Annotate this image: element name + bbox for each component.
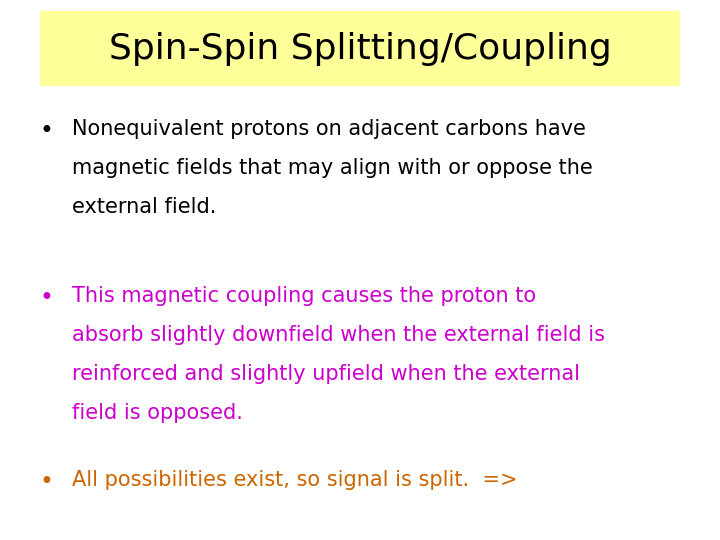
Text: Nonequivalent protons on adjacent carbons have: Nonequivalent protons on adjacent carbon… — [72, 119, 586, 139]
Text: •: • — [40, 286, 53, 310]
Text: Spin-Spin Splitting/Coupling: Spin-Spin Splitting/Coupling — [109, 32, 611, 65]
Text: •: • — [40, 470, 53, 494]
Text: absorb slightly downfield when the external field is: absorb slightly downfield when the exter… — [72, 325, 605, 345]
Text: All possibilities exist, so signal is split.  =>: All possibilities exist, so signal is sp… — [72, 470, 518, 490]
Text: external field.: external field. — [72, 197, 217, 217]
Text: magnetic fields that may align with or oppose the: magnetic fields that may align with or o… — [72, 158, 593, 178]
FancyBboxPatch shape — [40, 11, 680, 86]
Text: reinforced and slightly upfield when the external: reinforced and slightly upfield when the… — [72, 364, 580, 384]
Text: •: • — [40, 119, 53, 143]
Text: field is opposed.: field is opposed. — [72, 403, 243, 423]
Text: This magnetic coupling causes the proton to: This magnetic coupling causes the proton… — [72, 286, 536, 306]
